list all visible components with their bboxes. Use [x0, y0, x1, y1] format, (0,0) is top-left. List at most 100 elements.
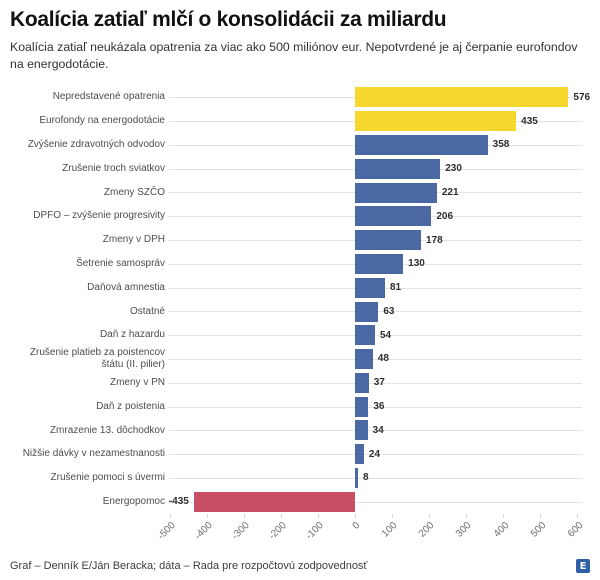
bar-row: Zmeny v PN 37 — [10, 371, 590, 395]
category-label: Zmeny v PN — [109, 377, 165, 389]
row-gridline — [169, 454, 582, 456]
bar-value-label: 178 — [425, 234, 443, 246]
category-label: Zvýšenie zdravotných odvodov — [27, 139, 165, 151]
bar-value-label: 81 — [390, 282, 402, 294]
bar-value-label: 435 — [521, 115, 538, 127]
category-label: Nepredstavené opatrenia — [52, 91, 165, 103]
bar-row: Daň z hazardu 54 — [10, 323, 590, 347]
x-tick-label: -400 — [192, 519, 215, 542]
bar — [355, 301, 379, 322]
bar-value-label: 48 — [377, 353, 389, 365]
chart-title: Koalícia zatiaľ mlčí o konsolidácii za m… — [10, 8, 447, 31]
category-label: Eurofondy na energodotácie — [39, 115, 165, 127]
bar-row: Zvýšenie zdravotných odvodov 358 — [10, 133, 590, 157]
category-label: Nižšie dávky v nezamestnanosti — [22, 448, 165, 460]
bar-row: Daňová amnestia 81 — [10, 276, 590, 300]
category-label: Šetrenie samospráv — [76, 258, 165, 270]
category-label: Zrušenie pomoci s úvermi — [50, 472, 165, 484]
bar — [355, 372, 369, 393]
row-gridline — [169, 477, 582, 479]
bar — [355, 277, 385, 298]
bar — [355, 468, 358, 489]
x-tick-label: 0 — [351, 519, 363, 532]
category-label: Daň z poistenia — [96, 400, 165, 412]
category-label: Daňová amnestia — [87, 281, 165, 293]
bar-plot-area: 221 — [165, 181, 590, 205]
bar-row: Zmrazenie 13. dôchodkov 34 — [10, 418, 590, 442]
bar-value-label: 34 — [372, 424, 384, 436]
bar-plot-area: 8 — [165, 466, 590, 490]
bar — [355, 325, 375, 346]
x-axis-tick-mark — [243, 513, 245, 518]
bar-value-label: 24 — [368, 448, 381, 460]
x-tick-label: -200 — [266, 519, 289, 542]
bar — [355, 420, 368, 441]
bar — [355, 230, 421, 251]
x-tick-label: -100 — [303, 519, 326, 542]
bar — [355, 182, 437, 203]
x-tick-label: 300 — [454, 519, 474, 540]
chart-footer: Graf – Denník E/Ján Beracka; dáta – Rada… — [10, 559, 590, 573]
bar-row: Šetrenie samospráv 130 — [10, 252, 590, 276]
dennik-e-logo[interactable]: E — [576, 559, 590, 573]
bar-row: Eurofondy na energodotácie 435 — [10, 109, 590, 133]
bar-value-label: 8 — [362, 472, 369, 484]
bar — [355, 134, 488, 155]
bar-row: Zmeny SZČO 221 — [10, 181, 590, 205]
bar-plot-area: 206 — [165, 204, 590, 228]
bar-plot-area: 34 — [165, 418, 590, 442]
bar-value-label: 130 — [408, 258, 425, 270]
bar-rows: Nepredstavené opatrenia 576 Eurofondy na e… — [10, 85, 590, 513]
bar-row: Daň z poistenia 36 — [10, 395, 590, 419]
bar-row: DPFO – zvýšenie progresivity 206 — [10, 204, 590, 228]
category-label: Daň z hazardu — [99, 329, 165, 341]
bar-value-label: 206 — [436, 210, 454, 222]
row-gridline — [169, 335, 582, 337]
bar — [355, 158, 441, 179]
bar — [355, 253, 404, 274]
bar-plot-area: -435 — [165, 490, 590, 514]
bar — [355, 396, 369, 417]
bar-plot-area: 230 — [165, 157, 590, 181]
bar-value-label: 36 — [373, 401, 385, 413]
bar-plot-area: 576 — [165, 85, 590, 109]
x-tick-label: 200 — [417, 519, 437, 540]
bar-plot-area: 36 — [165, 395, 590, 419]
x-tick-label: 400 — [491, 519, 511, 540]
bar-row: Zmeny v DPH 178 — [10, 228, 590, 252]
x-axis-tick-mark — [317, 513, 319, 518]
category-label: Zmrazenie 13. dôchodkov — [49, 424, 165, 436]
x-axis-tick-mark — [429, 513, 431, 518]
row-gridline — [169, 358, 582, 360]
x-axis-tick-mark — [540, 513, 542, 518]
bar-row: Nižšie dávky v nezamestnanosti 24 — [10, 442, 590, 466]
bar-plot-area: 37 — [165, 371, 590, 395]
x-tick-label: 500 — [528, 519, 549, 540]
category-label: Ostatné — [129, 305, 165, 317]
x-axis-tick-mark — [577, 513, 579, 518]
x-axis-tick-mark — [280, 513, 282, 518]
category-label: Zmeny v DPH — [102, 234, 165, 246]
bar-row: Zrušenie pomoci s úvermi 8 — [10, 466, 590, 490]
bar-value-label: 54 — [380, 329, 392, 341]
x-axis-tick-mark — [206, 513, 208, 518]
bar-value-label: 63 — [383, 305, 395, 317]
bar-plot-area: 81 — [165, 276, 590, 300]
x-axis-tick-mark — [169, 513, 171, 518]
row-gridline — [169, 406, 582, 408]
bar-row: Zrušenie platieb za poistencov štátu (II… — [10, 347, 590, 371]
bar-row: Energopomoc -435 — [10, 490, 590, 514]
bar — [355, 87, 569, 108]
bar-plot-area: 54 — [165, 323, 590, 347]
bar-plot-area: 24 — [165, 442, 590, 466]
bar-value-label: 221 — [441, 186, 459, 198]
bar-value-label: 358 — [492, 139, 510, 151]
bar-value-label: -435 — [168, 496, 189, 508]
row-gridline — [169, 501, 582, 503]
chart-subtitle: Koalícia zatiaľ neukázala opatrenia za v… — [10, 40, 578, 71]
bar — [193, 491, 355, 512]
category-label: Zrušenie platieb za poistencov štátu (II… — [29, 347, 165, 370]
x-axis-tick-mark — [503, 513, 505, 518]
bar-value-label: 576 — [573, 91, 591, 103]
